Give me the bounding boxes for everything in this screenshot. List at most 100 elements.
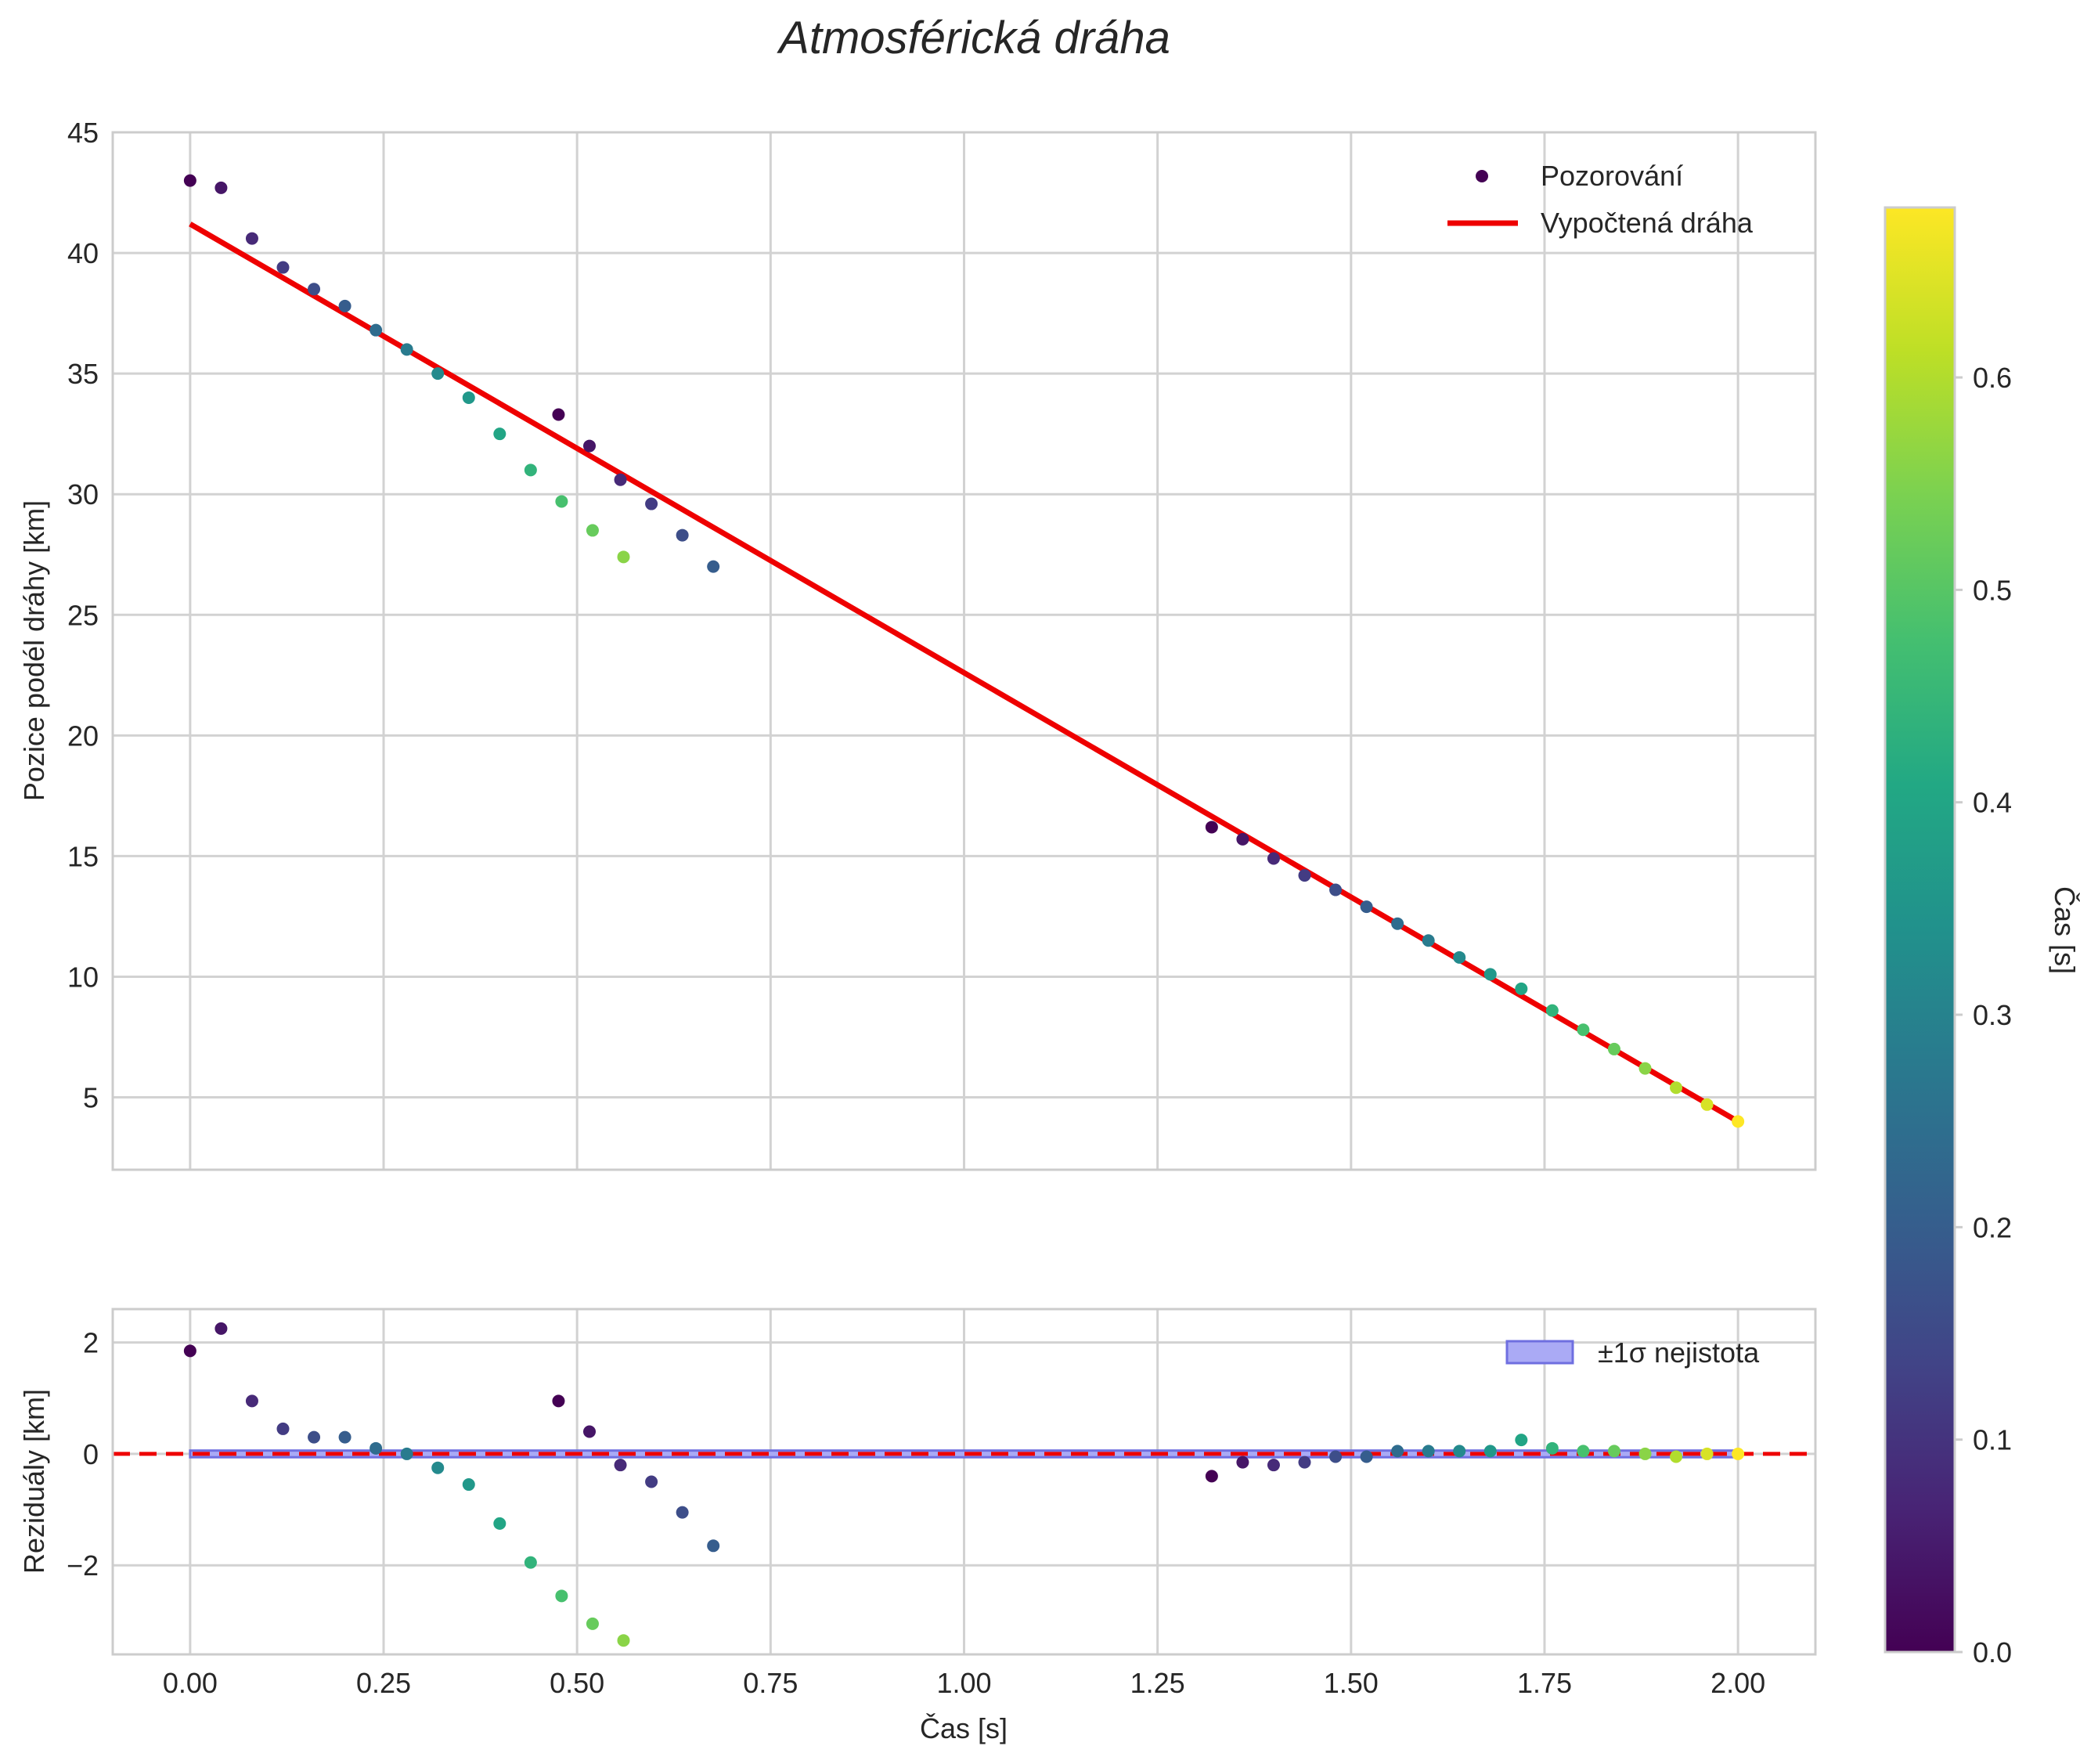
colorbar-tick-label: 0.6 xyxy=(1973,362,2012,394)
observation-point xyxy=(493,427,506,441)
observation-point xyxy=(1360,900,1373,914)
colorbar-label: Čas [s] xyxy=(2049,886,2080,974)
observation-point xyxy=(1638,1062,1652,1075)
main-y-tick-labels: 5 10 15 20 25 30 35 40 45 xyxy=(67,117,99,1114)
residual-y-tick-labels: −2 0 2 xyxy=(67,1327,99,1582)
residual-point xyxy=(1483,1445,1497,1458)
x-axis-label: Čas [s] xyxy=(920,1712,1008,1744)
residual-point xyxy=(245,1394,258,1408)
x-tick-label: 1.25 xyxy=(1130,1667,1185,1699)
observation-point xyxy=(1391,917,1404,930)
observation-point xyxy=(586,524,599,537)
residual-point xyxy=(555,1589,568,1603)
residual-point xyxy=(1607,1445,1620,1458)
colorbar-gradient xyxy=(1884,206,1956,1654)
legend-observations-label: Pozorování xyxy=(1541,160,1683,192)
observation-point xyxy=(1577,1023,1590,1037)
residual-point xyxy=(583,1425,596,1438)
residual-point xyxy=(676,1506,689,1519)
main-panel: 5 10 15 20 25 30 35 40 45 Pozice podél dráhy [km… xyxy=(18,117,1817,1171)
observation-point xyxy=(308,283,321,296)
observation-point xyxy=(617,550,630,564)
residual-point xyxy=(524,1556,537,1569)
main-y-tick-label: 20 xyxy=(67,720,99,752)
x-tick-label: 0.75 xyxy=(743,1667,798,1699)
observation-point xyxy=(1236,832,1249,846)
residual-point xyxy=(400,1447,413,1460)
observation-point xyxy=(614,473,627,486)
observation-point xyxy=(245,232,258,245)
residual-point xyxy=(1267,1459,1280,1472)
colorbar-tick-label: 0.2 xyxy=(1973,1211,2012,1243)
residual-point xyxy=(1360,1450,1373,1463)
residual-point xyxy=(1422,1445,1435,1458)
residual-point xyxy=(431,1461,445,1474)
residual-point xyxy=(614,1459,627,1472)
residual-point xyxy=(308,1430,321,1444)
residual-y-tick-label: 0 xyxy=(83,1438,99,1470)
residual-point xyxy=(1700,1447,1714,1460)
main-y-tick-label: 35 xyxy=(67,358,99,390)
residual-point xyxy=(462,1478,475,1492)
observation-point xyxy=(583,439,596,453)
residual-point xyxy=(1205,1470,1218,1483)
legend-sigma-label: ±1σ nejistota xyxy=(1598,1337,1760,1369)
residual-point xyxy=(1515,1434,1528,1447)
observation-point xyxy=(676,528,689,542)
residual-point xyxy=(369,1441,383,1455)
observation-point xyxy=(1329,883,1343,896)
legend-fit-label: Vypočtená dráha xyxy=(1541,207,1754,239)
observation-point xyxy=(1515,982,1528,995)
chart-title: Atmosférická dráha xyxy=(777,13,1170,63)
residual-point xyxy=(276,1422,290,1435)
colorbar-tick-label: 0.3 xyxy=(1973,999,2012,1031)
residual-point xyxy=(493,1517,506,1530)
observation-point xyxy=(431,367,445,381)
residual-frame xyxy=(111,1308,1817,1656)
x-tick-label: 0.50 xyxy=(550,1667,604,1699)
residual-point xyxy=(707,1539,720,1553)
residual-legend: ±1σ nejistota xyxy=(1505,1337,1760,1369)
colorbar-tick-label: 0.4 xyxy=(1973,787,2012,819)
colorbar-tick-label: 0.1 xyxy=(1973,1424,2012,1456)
residual-y-tick-label: 2 xyxy=(83,1327,99,1359)
main-grid xyxy=(113,131,1815,1170)
observation-point xyxy=(1267,852,1280,865)
main-y-tick-label: 30 xyxy=(67,478,99,510)
residual-point xyxy=(617,1634,630,1647)
legend-sigma-swatch xyxy=(1505,1340,1574,1365)
observation-point xyxy=(1453,951,1466,964)
fit-line xyxy=(189,222,1739,1124)
observation-point xyxy=(1545,1004,1559,1017)
observation-point xyxy=(555,495,568,508)
residual-point xyxy=(586,1617,599,1630)
x-tick-label: 0.25 xyxy=(356,1667,411,1699)
residual-panel: −2 0 2 0.00 0.25 0.50 0.75 1.00 1.25 1.50 1.75 2.0… xyxy=(18,1308,1817,1744)
x-tick-label: 2.00 xyxy=(1711,1667,1765,1699)
observation-point xyxy=(645,497,658,510)
main-legend: Pozorování Vypočtená dráha xyxy=(1447,160,1754,239)
residual-point xyxy=(645,1475,658,1488)
residual-point xyxy=(214,1322,228,1335)
x-tick-label: 1.00 xyxy=(936,1667,991,1699)
residual-point xyxy=(338,1430,351,1444)
observation-point xyxy=(1298,869,1311,882)
main-y-axis-label: Pozice podél dráhy [km] xyxy=(18,500,50,801)
legend-observations-marker xyxy=(1476,170,1488,182)
observation-point xyxy=(214,181,228,194)
residual-point xyxy=(1391,1445,1404,1458)
residual-point xyxy=(1298,1456,1311,1469)
observation-point xyxy=(707,560,720,573)
observation-point xyxy=(524,464,537,477)
x-tick-label: 0.00 xyxy=(163,1667,218,1699)
residual-point xyxy=(1732,1447,1745,1460)
residual-point xyxy=(1670,1450,1683,1463)
observation-point xyxy=(1732,1115,1745,1128)
x-tick-labels: 0.00 0.25 0.50 0.75 1.00 1.25 1.50 1.75 2.00 xyxy=(163,1667,1765,1699)
observation-point xyxy=(1607,1042,1620,1055)
observation-point xyxy=(462,391,475,404)
residual-point xyxy=(1577,1445,1590,1458)
residual-point xyxy=(1453,1445,1466,1458)
observation-point xyxy=(552,408,565,421)
